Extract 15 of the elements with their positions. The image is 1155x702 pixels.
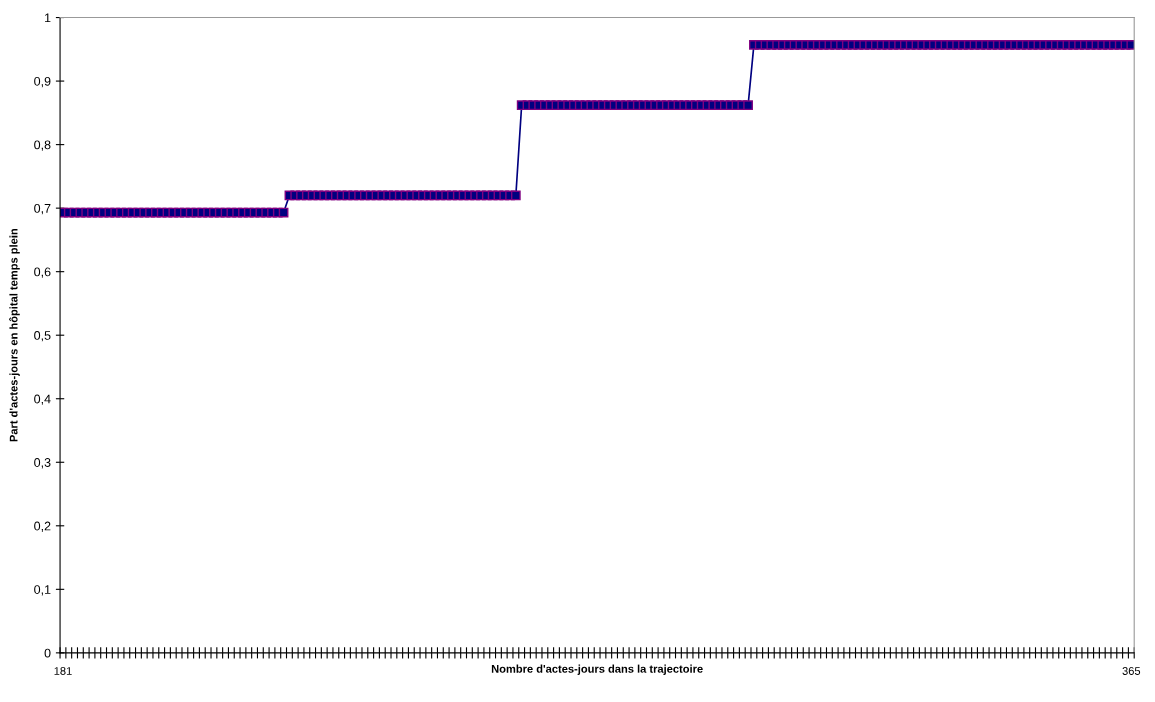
- y-tick-label: 0,3: [34, 458, 51, 469]
- y-tick-label: 0,8: [34, 140, 51, 151]
- y-tick-label: 0,2: [34, 521, 51, 532]
- y-tick-label: 1: [45, 13, 51, 23]
- y-tick-label: 0,1: [34, 585, 51, 596]
- y-tick-label: 0,9: [34, 76, 51, 88]
- y-tick-label: 0,6: [34, 267, 51, 278]
- y-axis-title: Part d'actes-jours en hôpital temps plein: [9, 228, 20, 442]
- y-tick-label: 0,5: [34, 331, 51, 342]
- y-tick-label: 0,4: [34, 394, 51, 405]
- x-tick-label: 181: [54, 667, 72, 675]
- y-tick-label: 0,7: [34, 203, 51, 215]
- x-tick-label: 365: [1122, 667, 1141, 675]
- y-tick-label: 0: [44, 648, 51, 658]
- x-axis-title: Nombre d'actes-jours dans la trajectoire: [491, 664, 703, 675]
